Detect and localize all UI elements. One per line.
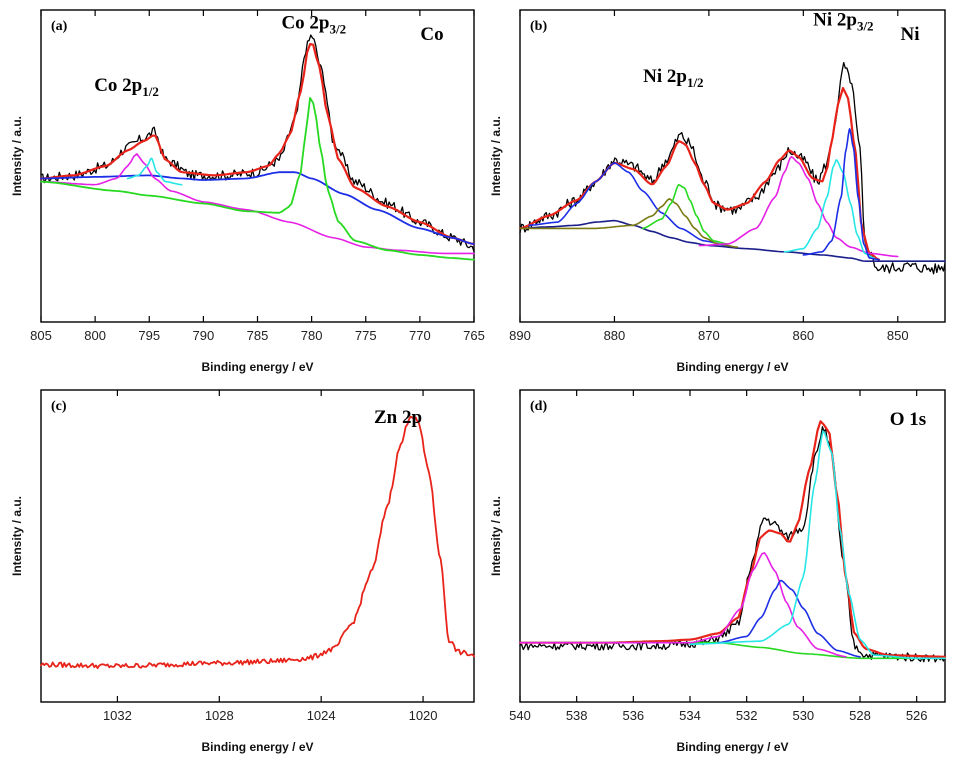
- series-fitted-envelope: [518, 420, 947, 658]
- x-tick-label: 530: [792, 708, 814, 723]
- peak-annotation: Ni 2p3/2: [813, 10, 873, 34]
- x-tick-label: 1028: [205, 708, 234, 723]
- y-axis-title: Intensity / a.u.: [489, 496, 503, 576]
- x-tick-label: 765: [463, 328, 485, 343]
- element-label: O 1s: [890, 409, 926, 430]
- series-ni2-2p3-2: [802, 128, 880, 261]
- series-hydroxyl-o: [717, 579, 861, 658]
- panel-label: (b): [530, 19, 547, 34]
- x-tick-label: 860: [792, 328, 814, 343]
- series-baseline: [519, 219, 946, 263]
- x-tick-label: 795: [138, 328, 160, 343]
- x-axis-title: Binding energy / eV: [201, 360, 313, 374]
- series-lattice-o: [689, 430, 946, 660]
- series-fitted-envelope: [518, 86, 881, 261]
- series-ni2-2p1-2: [641, 184, 729, 245]
- panel-c-zn-2p: 1032 1028 1024 1020 Binding energy / eV Inten…: [10, 389, 475, 754]
- x-tick-label: 800: [84, 328, 106, 343]
- panel-label: (a): [51, 19, 68, 34]
- x-tick-label: 790: [193, 328, 215, 343]
- element-label: Co: [420, 24, 443, 45]
- x-tick-label: 528: [849, 708, 871, 723]
- plot-frame: [519, 389, 946, 703]
- series-satellite-862-ev: [698, 156, 899, 258]
- y-axis-title: Intensity / a.u.: [489, 116, 503, 196]
- panel-d-o-1s: 540 538 536 534 532 530 528 526 Binding energy /…: [489, 389, 947, 754]
- x-tick-label: 870: [698, 328, 720, 343]
- element-label: Ni: [901, 24, 920, 45]
- x-tick-label: 890: [509, 328, 531, 343]
- y-axis-title: Intensity / a.u.: [10, 116, 24, 196]
- series-zn-2p3-2: [40, 415, 475, 670]
- x-tick-label: 805: [30, 328, 52, 343]
- x-tick-label: 532: [736, 708, 758, 723]
- x-tick-label: 770: [409, 328, 431, 343]
- series-satellite-880-ev: [528, 162, 729, 247]
- peak-annotation: Ni 2p1/2: [643, 66, 703, 90]
- x-tick-label: 785: [247, 328, 269, 343]
- series-experimental: [519, 426, 946, 663]
- x-tick-label: 1020: [409, 708, 438, 723]
- plot-frame: [519, 9, 946, 323]
- peak-annotation: Co 2p1/2: [94, 75, 159, 99]
- x-tick-label: 538: [566, 708, 588, 723]
- series-adsorbed-water-o: [519, 551, 847, 658]
- series-co-2p1-2-component: [126, 157, 183, 186]
- x-tick-label: 1024: [307, 708, 336, 723]
- element-label: Zn 2p: [374, 407, 422, 428]
- panel-label: (c): [51, 399, 67, 414]
- plot-frame: [40, 389, 475, 703]
- x-tick-label: 536: [622, 708, 644, 723]
- x-axis-title: Binding energy / eV: [676, 740, 788, 754]
- x-tick-label: 850: [887, 328, 909, 343]
- x-tick-label: 526: [906, 708, 928, 723]
- panel-label: (d): [530, 399, 547, 414]
- series-fitted-envelope: [39, 42, 476, 246]
- x-tick-label: 780: [301, 328, 323, 343]
- series-ni3-2p3-2: [783, 159, 876, 259]
- series-ni3-2p1-2: [519, 198, 739, 248]
- series-experimental: [40, 34, 475, 253]
- panel-a-co-2p: 805 800 795 790 785 780 775 770 765 Binding energ…: [10, 9, 485, 374]
- series-experimental: [519, 61, 946, 275]
- x-tick-label: 540: [509, 708, 531, 723]
- x-axis-title: Binding energy / eV: [201, 740, 313, 754]
- x-tick-label: 880: [604, 328, 626, 343]
- series-background: [40, 171, 475, 245]
- panel-b-ni-2p: 890 880 870 860 850 Binding energy / eV Intens…: [489, 9, 946, 374]
- y-axis-title: Intensity / a.u.: [10, 496, 24, 576]
- x-tick-label: 534: [679, 708, 701, 723]
- series-co-2p3-2-component: [40, 97, 475, 261]
- x-tick-label: 1032: [103, 708, 132, 723]
- x-tick-label: 775: [355, 328, 377, 343]
- peak-annotation: Co 2p3/2: [281, 13, 346, 37]
- x-axis-title: Binding energy / eV: [676, 360, 788, 374]
